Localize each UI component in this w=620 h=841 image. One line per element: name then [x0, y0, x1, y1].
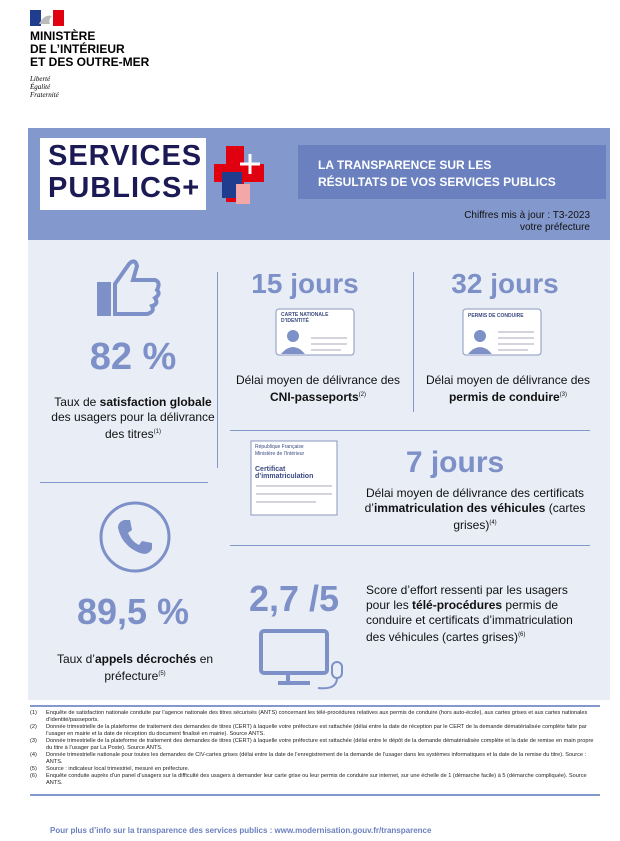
brand: SERVICES	[48, 140, 203, 172]
scope: votre préfecture	[519, 222, 590, 233]
brand-cross	[214, 146, 264, 204]
footnote-marker: (6)	[30, 773, 37, 779]
footnote-marker: (4)	[30, 752, 37, 758]
footnote-text: Enquête de satisfaction nationale condui…	[46, 710, 588, 723]
certificate-icon	[250, 440, 338, 516]
description-part: CNI-passeports	[269, 390, 359, 404]
divider	[413, 272, 414, 412]
description-part: appels décrochés	[94, 652, 197, 666]
footnote: (1) Enquête de satisfaction nationale con…	[30, 710, 600, 724]
card-title: PERMIS DE CONDUIRE	[468, 313, 524, 319]
footnote-marker: (2)	[30, 724, 37, 730]
stat-value: 82 %	[89, 336, 177, 378]
description-part: Délai moyen de délivrance des	[425, 373, 591, 387]
divider	[230, 545, 590, 546]
divider	[40, 482, 208, 483]
description-part: permis de conduire et certificats d’imma…	[366, 598, 573, 644]
flag-logo	[30, 10, 64, 26]
stat-description: Délai moyen de délivrance des certificat…	[355, 486, 595, 533]
footnote: (3) Donnée trimestrielle de la plateforme…	[30, 738, 600, 752]
footnote-marker: (3)	[30, 738, 37, 744]
stat-description: Score d’effort ressenti par les usagers …	[366, 583, 594, 645]
description-part: Taux d’	[56, 652, 95, 666]
stat-value: 2,7 /5	[248, 578, 340, 619]
footnote: (4) Donnée trimestrielle nationale pour t…	[30, 752, 600, 766]
description-part: en préfecture	[104, 652, 214, 683]
motto: Égalité	[30, 83, 51, 91]
footnote: (5) Source : indicateur local trimestriel…	[30, 766, 600, 773]
ministry-line: MINISTÈRE	[30, 29, 96, 43]
brand-box	[40, 138, 206, 210]
footer-link: Pour plus d’info sur la transparence des…	[50, 826, 432, 835]
stat-value: 89,5 %	[76, 591, 190, 632]
footnote-text: Source : indicateur local trimestriel, m…	[46, 766, 190, 772]
stat-description: Délai moyen de délivrance des permis de …	[420, 373, 596, 405]
divider	[217, 272, 218, 468]
description-part: Taux de	[54, 395, 100, 409]
footnote-marker: (5)	[30, 766, 37, 772]
description-part: immatriculation des véhicules	[373, 501, 546, 515]
footnote-ref: (6)	[518, 632, 526, 638]
card-text: Ministère de l’Intérieur	[255, 451, 305, 457]
footnote-text: Donnée trimestrielle de la plateforme de…	[46, 738, 594, 751]
stat-value: 15 jours	[251, 268, 359, 299]
description-part: Délai moyen de délivrance des	[235, 373, 401, 387]
stat-value: 32 jours	[451, 268, 559, 299]
licence-card-icon	[462, 308, 542, 356]
phone-icon	[99, 501, 171, 573]
thumbs-up-icon	[97, 259, 161, 316]
footnote-text: Donnée trimestrielle de la plateforme de…	[46, 724, 587, 737]
description-part: Score d’effort ressenti par les usagers …	[366, 583, 568, 612]
tagline-box	[298, 145, 606, 199]
description-part: satisfaction globale	[99, 395, 212, 409]
description-part: des usagers pour la délivrance des titre…	[51, 410, 215, 441]
footnote-ref: (1)	[153, 429, 162, 435]
tagline: LA TRANSPARENCE SUR LES	[318, 158, 492, 172]
stat-description: Taux d’appels décrochés en préfecture(5)	[50, 652, 220, 684]
divider	[230, 430, 590, 431]
footnotes: (1) Enquête de satisfaction nationale con…	[30, 705, 600, 796]
footnote-ref: (3)	[559, 392, 568, 398]
brand: PUBLICS+	[48, 172, 201, 204]
ministry-line: ET DES OUTRE-MER	[30, 55, 150, 69]
description-part: permis de conduire	[448, 390, 560, 404]
stat-value: 7 jours	[405, 446, 505, 479]
footnote-ref: (4)	[489, 520, 497, 526]
computer-icon	[259, 629, 343, 690]
id-card-icon	[275, 308, 355, 356]
update-date: Chiffres mis à jour : T3-2023	[464, 210, 590, 221]
footnote: (2) Donnée trimestrielle de la plateforme…	[30, 724, 600, 738]
card-text: Certificat d’immatriculation	[255, 466, 314, 480]
stat-description: Délai moyen de délivrance des CNI-passep…	[230, 373, 406, 405]
description-part: (cartes grises)	[453, 501, 586, 532]
description-part: Délai moyen de délivrance des certificat…	[364, 486, 585, 515]
footnote-ref: (2)	[358, 392, 367, 398]
footnote-text: Enquête conduite auprès d’un panel d’usa…	[46, 773, 587, 786]
stat-description: Taux de satisfaction globale des usagers…	[48, 395, 218, 442]
ministry-line: DE L’INTÉRIEUR	[30, 42, 125, 56]
card-title: CARTE NATIONALE D’IDENTITÉ	[281, 312, 329, 324]
description-part: télé-procédures	[412, 598, 503, 612]
tagline: RÉSULTATS DE VOS SERVICES PUBLICS	[318, 175, 556, 189]
motto: Fraternité	[30, 91, 59, 99]
footnote: (6) Enquête conduite auprès d’un panel d’…	[30, 773, 600, 787]
footnote-marker: (1)	[30, 710, 37, 716]
card-text: République Française	[255, 444, 304, 450]
motto: Liberté	[30, 75, 51, 83]
footnote-text: Donnée trimestrielle nationale pour tout…	[46, 752, 587, 765]
footnote-ref: (5)	[158, 671, 166, 677]
